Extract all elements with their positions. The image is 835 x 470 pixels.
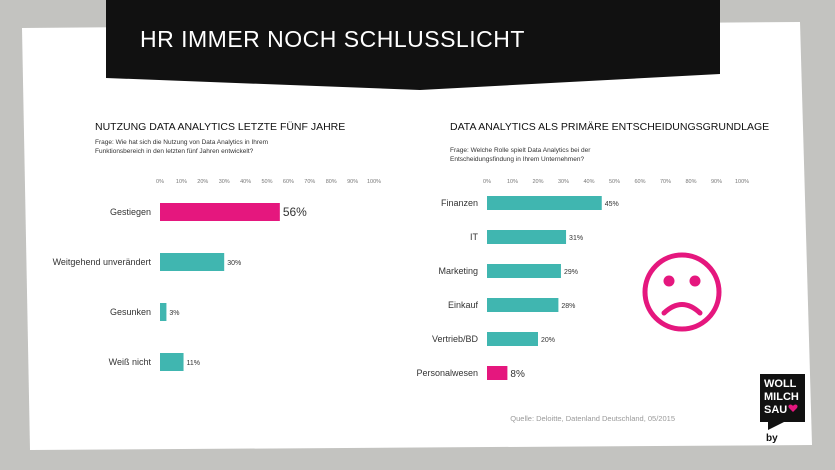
value-label: 29% — [564, 269, 578, 276]
bar — [160, 303, 167, 321]
bar — [160, 253, 225, 271]
chart-primary-decision-basis: DATA ANALYTICS ALS PRIMÄRE ENTSCHEIDUNGS… — [416, 121, 769, 380]
bar — [487, 196, 602, 210]
category-label: Weitgehend unverändert — [53, 257, 152, 267]
category-label: Gesunken — [110, 307, 151, 317]
bar — [487, 230, 567, 244]
tick-label: 60% — [634, 179, 645, 185]
svg-text:WOLL: WOLL — [764, 378, 797, 390]
value-label: 3% — [169, 310, 179, 317]
bar — [487, 264, 561, 278]
value-label: 28% — [561, 303, 575, 310]
chart-subtitle-line-1: Frage: Welche Rolle spielt Data Analytic… — [450, 147, 591, 154]
tick-label: 100% — [735, 179, 749, 185]
tick-label: 40% — [583, 179, 594, 185]
sad-face-icon — [642, 252, 722, 332]
tick-label: 90% — [711, 179, 722, 185]
category-label: Weiß nicht — [109, 357, 152, 367]
category-label: Marketing — [438, 266, 478, 276]
header-banner — [106, 0, 720, 90]
category-label: Gestiegen — [110, 207, 151, 217]
svg-text:by: by — [766, 433, 778, 444]
tick-label: 30% — [558, 179, 569, 185]
category-label: Personalwesen — [416, 368, 478, 378]
tick-label: 90% — [347, 179, 358, 185]
value-label: 45% — [605, 201, 619, 208]
chart-subtitle-line-1: Frage: Wie hat sich die Nutzung von Data… — [95, 139, 268, 146]
tick-label: 20% — [197, 179, 208, 185]
chart-title: DATA ANALYTICS ALS PRIMÄRE ENTSCHEIDUNGS… — [450, 121, 769, 133]
tick-label: 50% — [261, 179, 272, 185]
tick-label: 100% — [367, 179, 381, 185]
svg-text:SAU: SAU — [764, 404, 787, 416]
chart-title: NUTZUNG DATA ANALYTICS LETZTE FÜNF JAHRE — [95, 121, 345, 133]
page-title: HR IMMER NOCH SCHLUSSLICHT — [140, 26, 525, 52]
category-label: Einkauf — [448, 300, 479, 310]
chart-subtitle-line-2: Funktionsbereich in den letzten fünf Jah… — [95, 148, 254, 155]
tick-label: 0% — [483, 179, 491, 185]
tick-label: 80% — [326, 179, 337, 185]
bar — [160, 203, 280, 221]
value-label: 31% — [569, 235, 583, 242]
chart-usage-last-five-years: NUTZUNG DATA ANALYTICS LETZTE FÜNF JAHRE… — [53, 121, 381, 371]
tick-label: 10% — [507, 179, 518, 185]
value-label: 56% — [283, 205, 307, 219]
tick-label: 80% — [685, 179, 696, 185]
paper-sheet — [22, 22, 812, 450]
heart-icon — [788, 404, 798, 412]
bar — [487, 366, 508, 380]
tick-label: 20% — [532, 179, 543, 185]
tick-label: 70% — [304, 179, 315, 185]
svg-text:MILCH: MILCH — [764, 391, 799, 403]
tick-label: 70% — [660, 179, 671, 185]
tick-label: 0% — [156, 179, 164, 185]
tick-label: 60% — [283, 179, 294, 185]
source-note: Quelle: Deloitte, Datenland Deutschland,… — [510, 414, 675, 423]
tick-label: 40% — [240, 179, 251, 185]
tick-label: 50% — [609, 179, 620, 185]
chart-subtitle-line-2: Entscheidungsfindung in Ihrem Unternehme… — [450, 156, 584, 163]
bar — [160, 353, 184, 371]
tick-label: 10% — [176, 179, 187, 185]
value-label: 20% — [541, 337, 555, 344]
value-label: 11% — [187, 360, 201, 367]
tick-label: 30% — [219, 179, 230, 185]
bar — [487, 298, 559, 312]
wollmilchsau-logo: WOLL MILCH SAU by — [760, 374, 805, 444]
category-label: Vertrieb/BD — [432, 334, 479, 344]
value-label: 30% — [227, 260, 241, 267]
value-label: 8% — [510, 369, 525, 380]
category-label: IT — [470, 232, 479, 242]
category-label: Finanzen — [441, 198, 478, 208]
bar — [487, 332, 538, 346]
